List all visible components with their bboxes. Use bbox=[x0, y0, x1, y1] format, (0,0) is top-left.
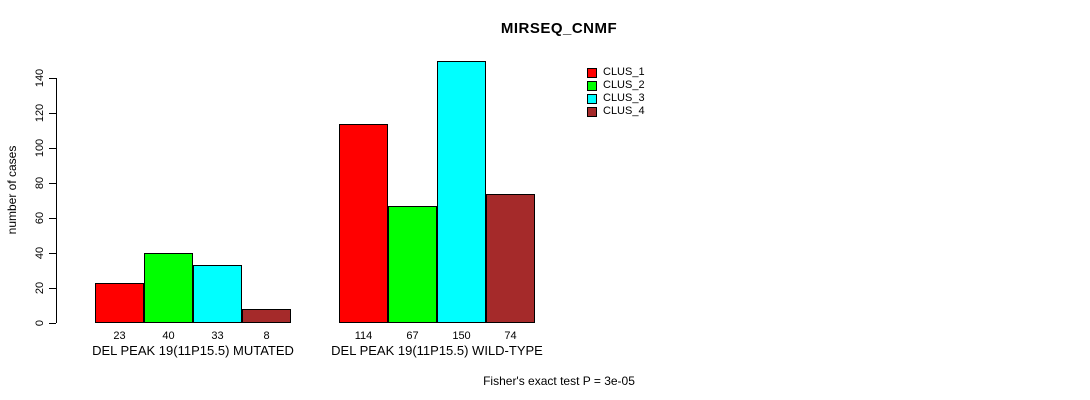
legend-label: CLUS_4 bbox=[603, 105, 645, 117]
y-tick-label: 100 bbox=[34, 138, 46, 158]
legend-label: CLUS_3 bbox=[603, 92, 645, 104]
bar bbox=[144, 253, 193, 323]
legend-row: CLUS_4 bbox=[587, 105, 645, 118]
bar bbox=[339, 124, 388, 323]
bar-value-label: 8 bbox=[263, 330, 270, 342]
bar-value-label: 23 bbox=[113, 330, 126, 342]
bar bbox=[242, 309, 291, 323]
y-tick-label: 140 bbox=[34, 68, 46, 88]
y-tick bbox=[49, 182, 56, 184]
legend-swatch-icon bbox=[587, 93, 597, 104]
y-axis bbox=[56, 78, 57, 323]
y-tick-label: 20 bbox=[34, 281, 46, 294]
y-tick bbox=[49, 252, 56, 254]
bar-value-label: 40 bbox=[162, 330, 175, 342]
bar-value-label: 33 bbox=[211, 330, 224, 342]
y-axis-label: number of cases bbox=[5, 145, 19, 235]
y-tick bbox=[49, 322, 56, 324]
y-tick bbox=[49, 78, 56, 80]
y-tick bbox=[49, 147, 56, 149]
bar bbox=[486, 194, 535, 323]
y-tick-label: 40 bbox=[34, 246, 46, 259]
legend-row: CLUS_1 bbox=[587, 66, 645, 79]
bar bbox=[95, 283, 144, 323]
group-label: DEL PEAK 19(11P15.5) WILD-TYPE bbox=[331, 343, 543, 358]
chart-title: MIRSEQ_CNMF bbox=[500, 20, 618, 37]
bar-value-label: 67 bbox=[406, 330, 419, 342]
y-tick bbox=[49, 217, 56, 219]
bar-value-label: 74 bbox=[504, 330, 517, 342]
legend-swatch-icon bbox=[587, 80, 597, 91]
legend: CLUS_1 CLUS_2 CLUS_3 CLUS_4 bbox=[587, 66, 645, 118]
bar bbox=[193, 265, 242, 323]
annotation-text: Fisher's exact test P = 3e-05 bbox=[483, 374, 635, 388]
group-label: DEL PEAK 19(11P15.5) MUTATED bbox=[92, 343, 294, 358]
y-tick-label: 120 bbox=[34, 103, 46, 123]
legend-label: CLUS_1 bbox=[603, 66, 645, 78]
y-tick bbox=[49, 112, 56, 114]
y-tick-label: 80 bbox=[34, 176, 46, 189]
legend-swatch-icon bbox=[587, 106, 597, 117]
legend-swatch-icon bbox=[587, 67, 597, 78]
bar bbox=[437, 61, 486, 323]
bar-value-label: 150 bbox=[452, 330, 471, 342]
y-tick bbox=[49, 287, 56, 289]
bar-value-label: 114 bbox=[354, 330, 373, 342]
legend-label: CLUS_2 bbox=[603, 79, 645, 91]
y-tick-label: 60 bbox=[34, 211, 46, 224]
legend-row: CLUS_2 bbox=[587, 79, 645, 92]
y-tick-label: 0 bbox=[34, 319, 46, 326]
bar bbox=[388, 206, 437, 323]
legend-row: CLUS_3 bbox=[587, 92, 645, 105]
